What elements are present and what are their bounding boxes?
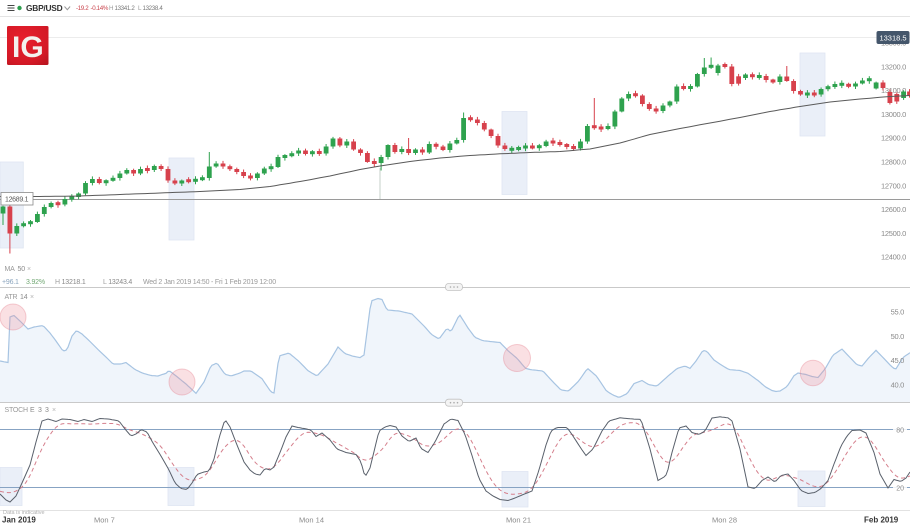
svg-text:13238.4: 13238.4 <box>143 5 164 12</box>
svg-text:55.0: 55.0 <box>891 308 905 317</box>
svg-text:45.0: 45.0 <box>891 356 905 365</box>
svg-text:13341.2: 13341.2 <box>115 5 136 12</box>
svg-text:12700.0: 12700.0 <box>881 181 906 190</box>
svg-text:Wed 2 Jan 2019 14:50 - Fri 1 F: Wed 2 Jan 2019 14:50 - Fri 1 Feb 2019 12… <box>143 279 276 286</box>
svg-text:12689.1: 12689.1 <box>5 197 29 204</box>
svg-text:13100.0: 13100.0 <box>881 86 906 95</box>
svg-text:14: 14 <box>20 294 28 301</box>
svg-text:13000.0: 13000.0 <box>881 110 906 119</box>
svg-text:-19.2: -19.2 <box>76 5 89 12</box>
svg-text:L 13243.4: L 13243.4 <box>103 279 132 286</box>
svg-text:Mon 14: Mon 14 <box>299 516 324 525</box>
svg-text:50: 50 <box>18 266 26 273</box>
svg-text:-0.14%: -0.14% <box>91 5 109 12</box>
svg-text:H 13218.1: H 13218.1 <box>55 279 86 286</box>
svg-text:IG: IG <box>12 31 44 64</box>
svg-text:20: 20 <box>896 486 904 493</box>
svg-text:3: 3 <box>45 407 49 414</box>
svg-text:×: × <box>52 407 56 414</box>
svg-text:Mon 7: Mon 7 <box>94 516 115 525</box>
svg-text:3: 3 <box>38 407 42 414</box>
svg-text:13318.5: 13318.5 <box>879 34 906 43</box>
svg-text:Feb 2019: Feb 2019 <box>864 516 899 525</box>
svg-text:MA: MA <box>5 266 16 273</box>
svg-text:12400.0: 12400.0 <box>881 253 906 262</box>
svg-text:40.0: 40.0 <box>891 381 905 390</box>
svg-text:12900.0: 12900.0 <box>881 134 906 143</box>
svg-text:STOCH: STOCH <box>5 407 29 414</box>
svg-text:12500.0: 12500.0 <box>881 229 906 238</box>
svg-text:+96.1: +96.1 <box>2 279 19 286</box>
svg-text:Jan 2019: Jan 2019 <box>2 516 36 525</box>
svg-text:50.0: 50.0 <box>891 332 905 341</box>
svg-text:Mon 28: Mon 28 <box>712 516 737 525</box>
svg-text:×: × <box>30 294 34 301</box>
svg-text:ATR: ATR <box>5 294 18 301</box>
svg-text:E: E <box>30 407 35 414</box>
svg-text:Mon 21: Mon 21 <box>506 516 531 525</box>
svg-text:12800.0: 12800.0 <box>881 158 906 167</box>
svg-text:H: H <box>109 5 113 12</box>
svg-text:3.92%: 3.92% <box>26 279 45 286</box>
svg-text:GBP/USD: GBP/USD <box>26 3 63 13</box>
svg-text:12600.0: 12600.0 <box>881 205 906 214</box>
svg-text:13200.0: 13200.0 <box>881 62 906 71</box>
svg-text:×: × <box>27 266 31 273</box>
svg-text:80: 80 <box>896 428 904 435</box>
svg-text:L: L <box>138 5 142 12</box>
svg-text:Data is indicative: Data is indicative <box>3 510 45 516</box>
